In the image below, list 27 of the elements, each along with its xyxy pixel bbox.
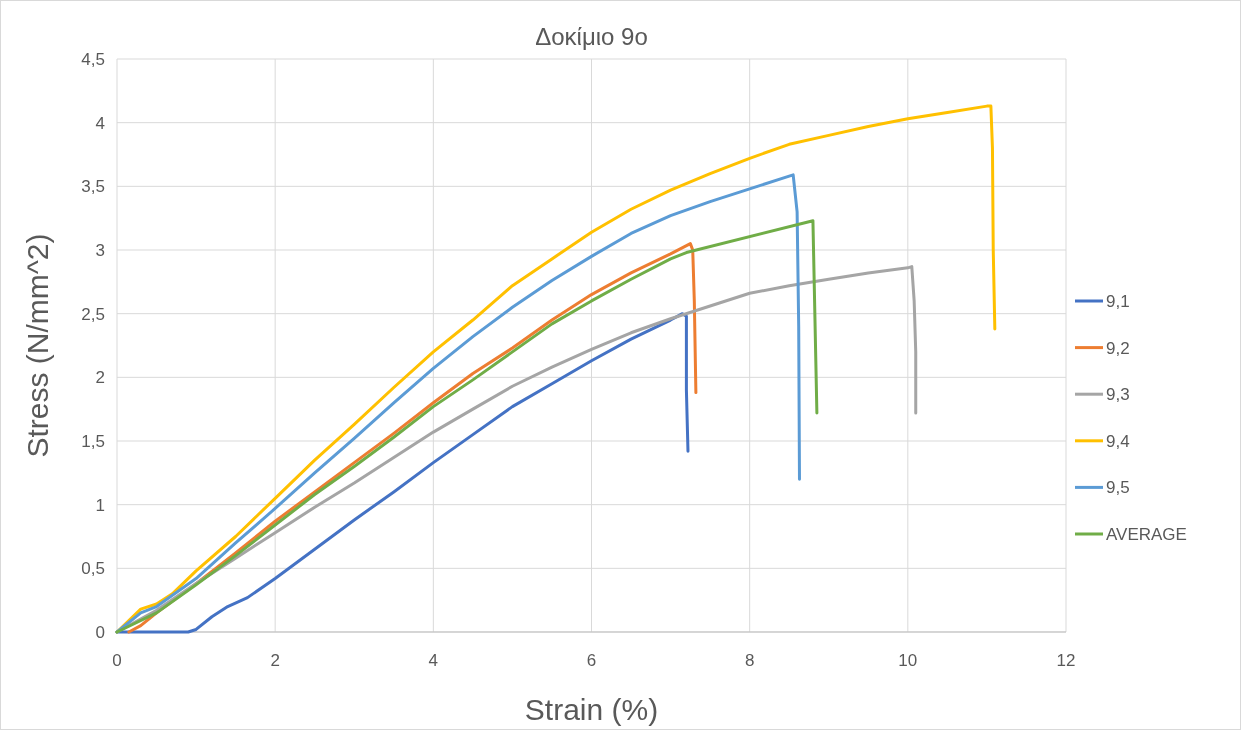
x-axis-title: Strain (%)	[524, 693, 659, 726]
x-tick-label: 8	[744, 651, 755, 670]
legend-label: 9,4	[1106, 431, 1130, 451]
y-axis-title: Stress (N/mm^2)	[21, 233, 54, 458]
chart-title: Δοκίμιο 9ο	[535, 23, 648, 50]
y-tick-label: 1	[95, 495, 105, 515]
legend-label: AVERAGE	[1106, 525, 1187, 544]
line-series	[115, 312, 690, 634]
y-tick-label: 2	[95, 368, 105, 388]
y-tick-label: 1,5	[81, 432, 105, 451]
legend-label: 9,1	[1106, 292, 1130, 311]
x-tick-label: 2	[270, 651, 280, 670]
legend-label: 9,2	[1106, 338, 1130, 358]
x-tick-label: 0	[112, 651, 122, 670]
x-tick-label: 10	[898, 651, 918, 670]
y-tick-label: 2,5	[81, 304, 105, 324]
x-tick-label: 6	[586, 651, 597, 670]
y-tick-label: 0,5	[81, 559, 105, 579]
y-tick-label: 3	[95, 241, 105, 260]
x-tick-label: 12	[1056, 651, 1076, 670]
y-tick-label: 3,5	[81, 177, 105, 197]
legend-label: 9,5	[1106, 478, 1130, 498]
y-tick-label: 4	[95, 113, 105, 133]
y-tick-label: 4,5	[81, 50, 105, 69]
y-tick-label: 0	[95, 623, 105, 642]
legend-label: 9,3	[1106, 385, 1130, 405]
x-tick-label: 4	[428, 651, 439, 670]
